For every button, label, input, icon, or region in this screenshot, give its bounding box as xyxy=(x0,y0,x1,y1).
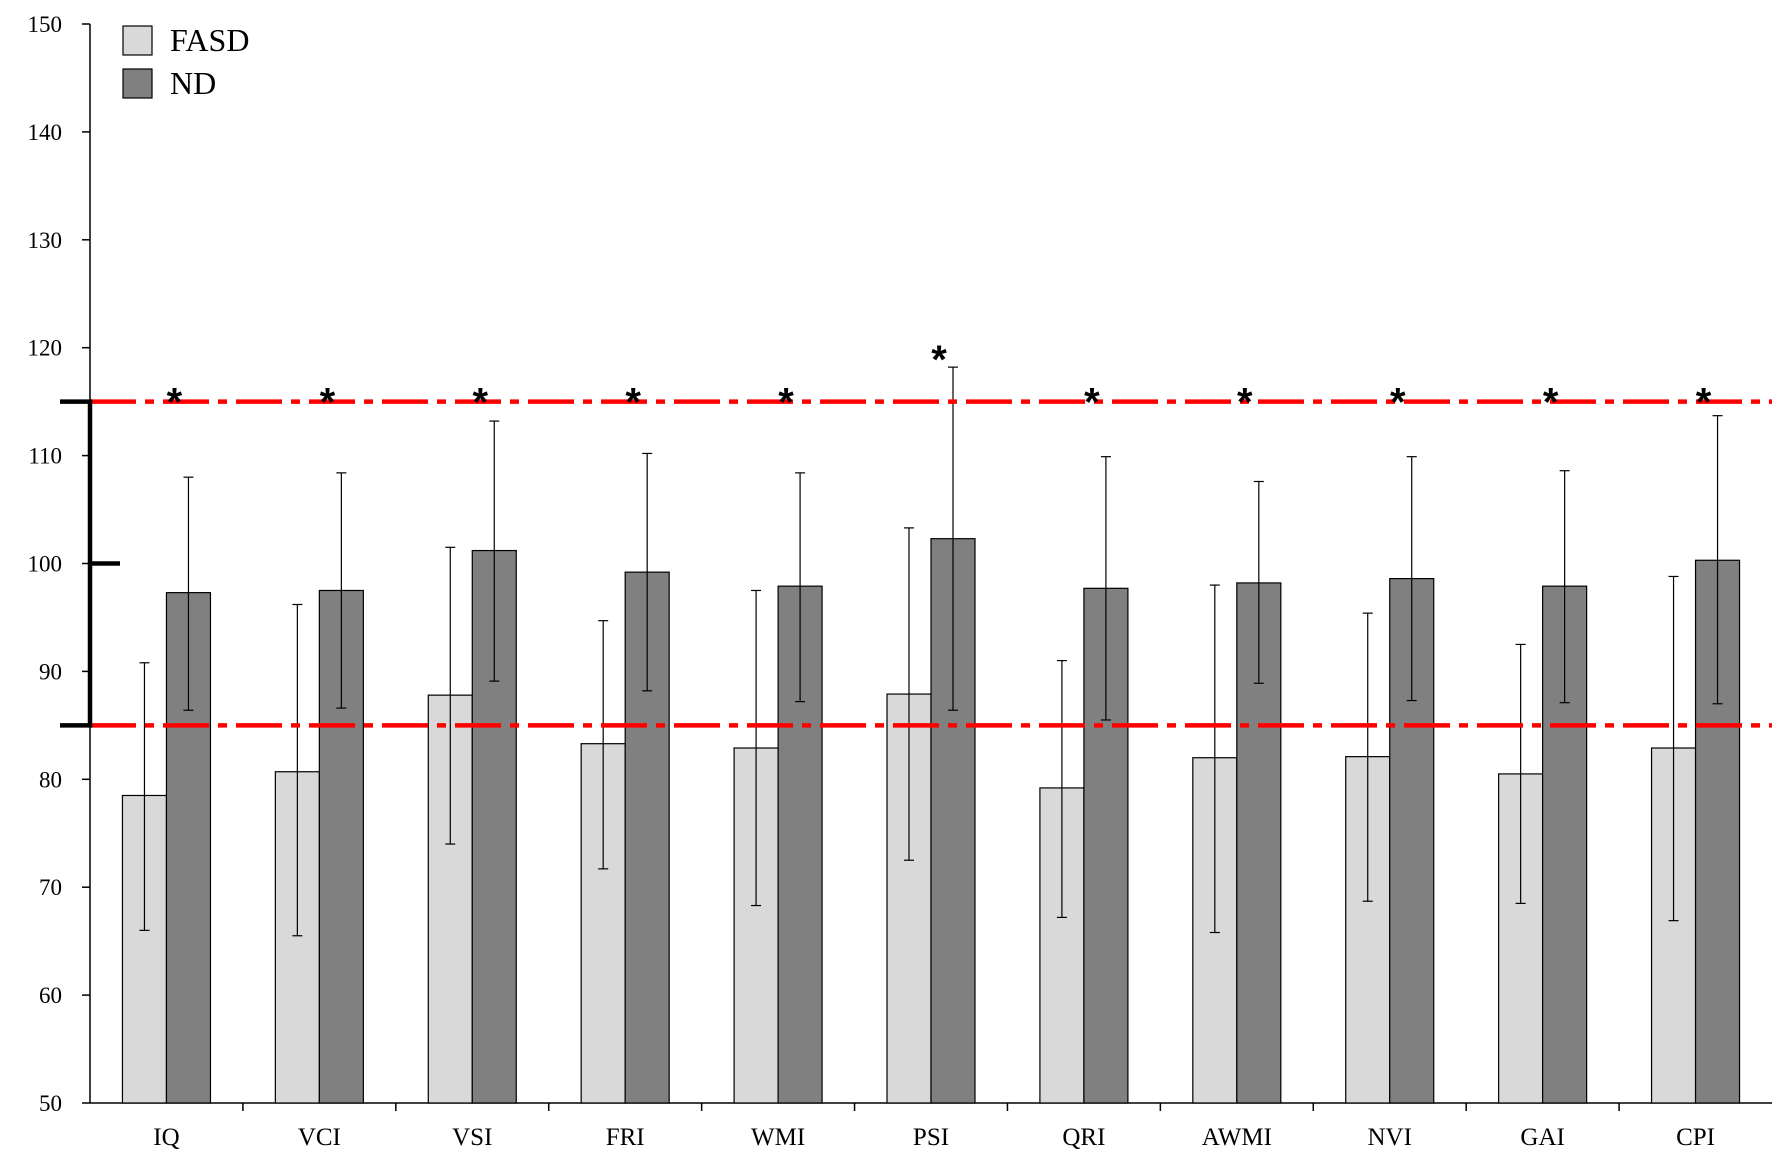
significance-star: * xyxy=(931,338,947,382)
significance-star: * xyxy=(625,381,641,425)
category-label: CPI xyxy=(1676,1124,1715,1151)
significance-star: * xyxy=(778,381,794,425)
significance-star: * xyxy=(472,381,488,425)
significance-markers: * * * * * * * * * * * xyxy=(167,338,1712,425)
y-tick-label: 100 xyxy=(28,552,63,577)
axes: 50 60 70 80 90 100 110 120 130 140 150 xyxy=(28,12,1772,1116)
legend-swatch xyxy=(122,25,153,56)
category-label: VCI xyxy=(298,1124,341,1151)
significance-star: * xyxy=(1390,381,1406,425)
category-label: WMI xyxy=(751,1124,805,1151)
category-label: QRI xyxy=(1062,1124,1105,1151)
category-label: AWMI xyxy=(1202,1124,1272,1151)
y-tick-label: 140 xyxy=(28,120,63,145)
category-label: NVI xyxy=(1368,1124,1412,1151)
y-tick-label: 80 xyxy=(39,767,62,792)
legend-label: FASD xyxy=(170,22,249,58)
significance-star: * xyxy=(1543,381,1559,425)
y-tick-label: 130 xyxy=(28,228,63,253)
y-tick-label: 70 xyxy=(39,875,62,900)
y-tick-label: 60 xyxy=(39,983,62,1008)
legend-label: ND xyxy=(170,65,216,101)
category-labels: IQ VCI VSI FRI WMI PSI QRI AWMI NVI GAI CPI xyxy=(153,1124,1715,1151)
bars xyxy=(121,538,1741,1104)
category-label: GAI xyxy=(1520,1124,1564,1151)
significance-star: * xyxy=(167,381,183,425)
y-tick-label: 150 xyxy=(28,12,63,37)
y-tick-label: 50 xyxy=(39,1091,62,1116)
category-label: VSI xyxy=(452,1124,492,1151)
legend: FASD ND xyxy=(122,22,249,101)
normal-range-bracket xyxy=(60,399,120,728)
significance-star: * xyxy=(1237,381,1253,425)
y-tick-label: 120 xyxy=(28,336,63,361)
significance-star: * xyxy=(1084,381,1100,425)
significance-star: * xyxy=(320,381,336,425)
significance-star: * xyxy=(1696,381,1712,425)
category-label: FRI xyxy=(606,1124,645,1151)
category-label: PSI xyxy=(913,1124,949,1151)
y-tick-label: 90 xyxy=(39,659,62,684)
legend-swatch xyxy=(122,68,153,99)
bracket-shape xyxy=(60,399,120,728)
error-bars xyxy=(139,366,1723,937)
reference-lines xyxy=(90,399,1772,728)
category-label: IQ xyxy=(153,1124,179,1151)
y-tick-label: 110 xyxy=(28,444,62,469)
